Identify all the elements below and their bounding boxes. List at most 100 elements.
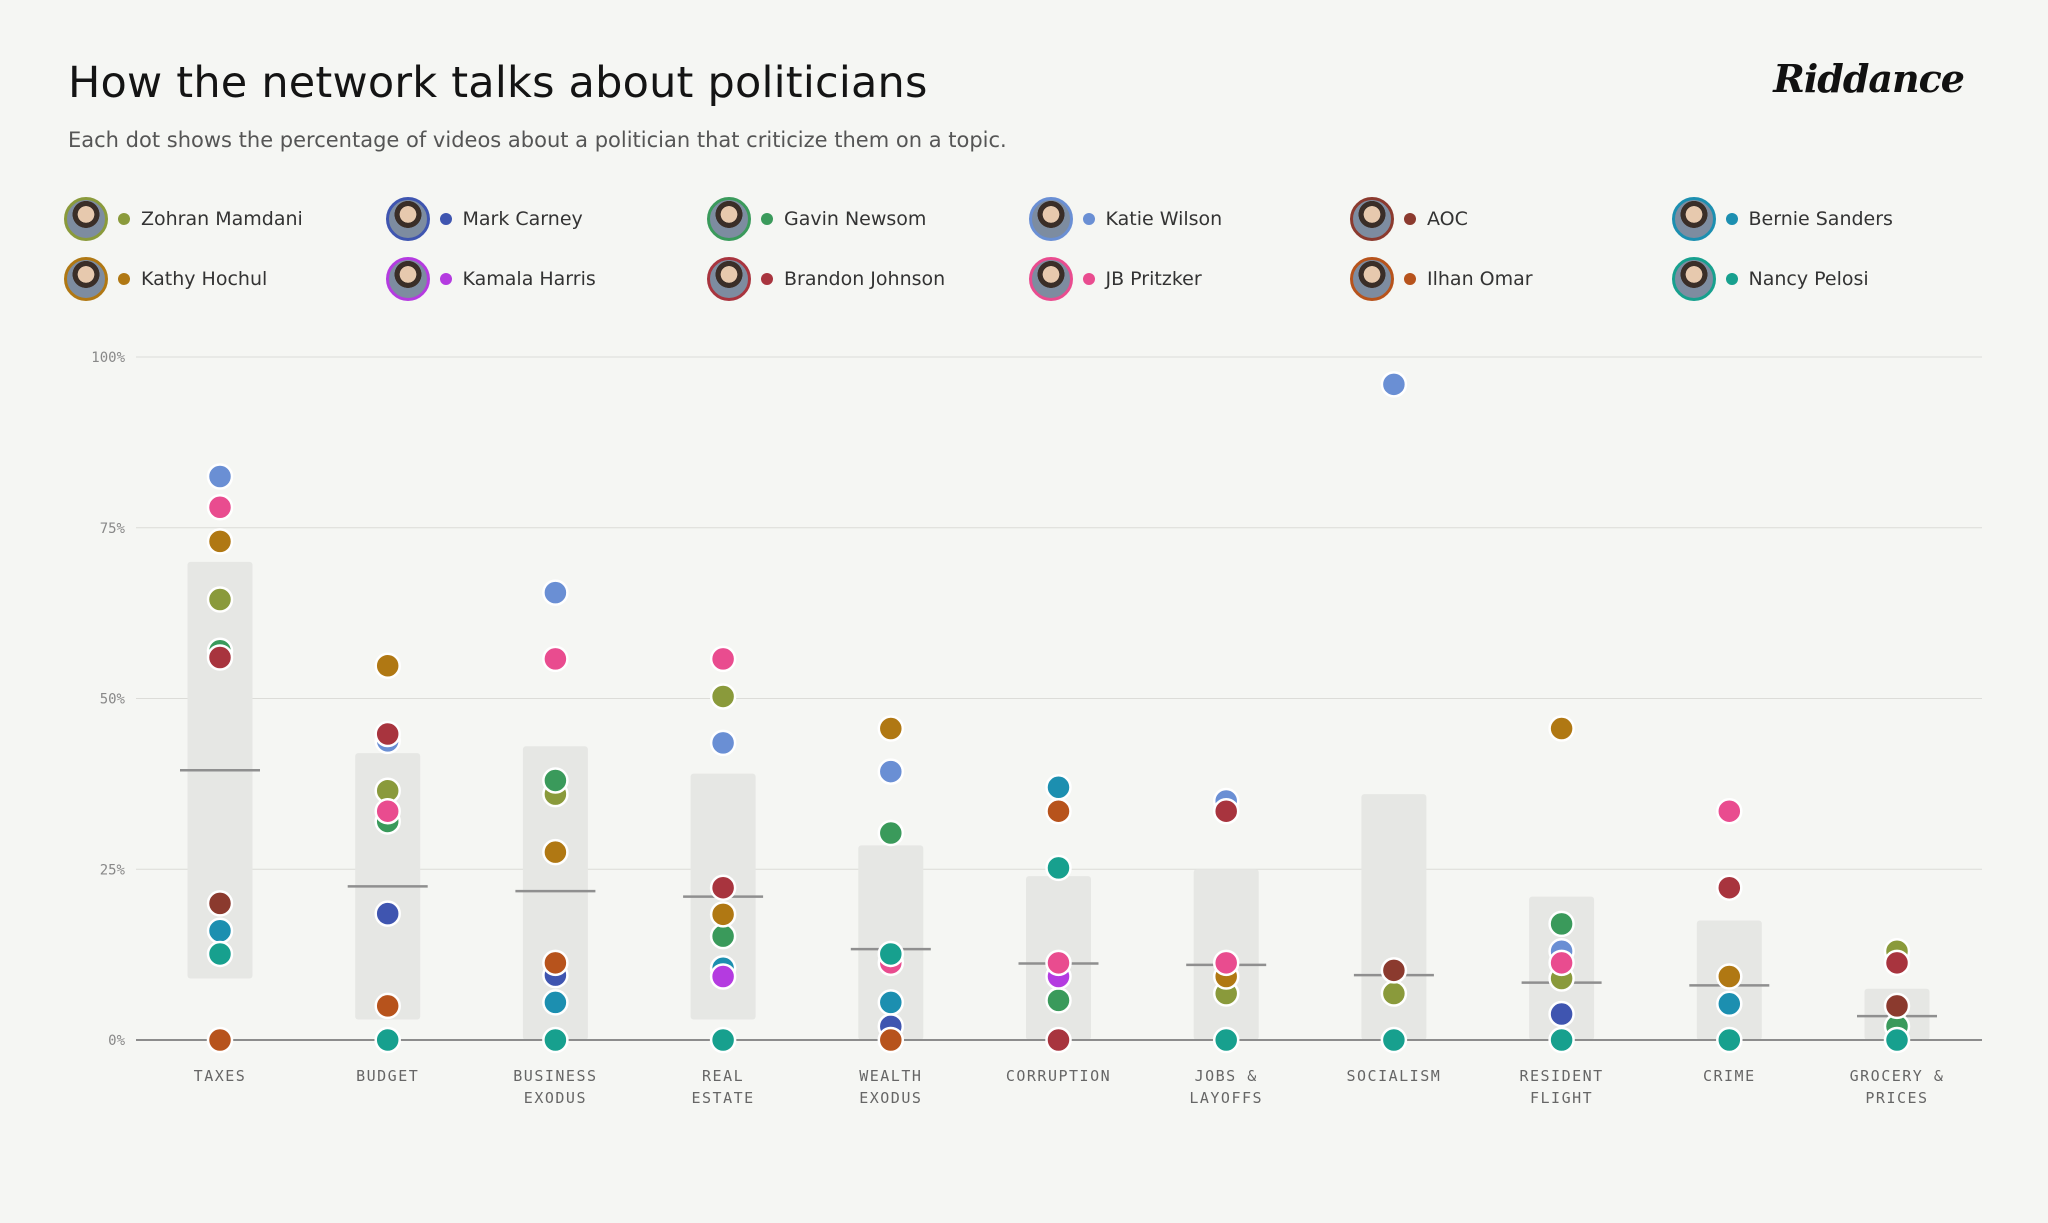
legend-item-zohran-mamdani[interactable]: Zohran Mamdani: [64, 196, 386, 242]
category-label: PRICES: [1865, 1089, 1928, 1107]
data-point-kathy-hochul: [542, 838, 569, 866]
avatar: [1028, 257, 1073, 301]
data-point-kathy-hochul: [877, 715, 905, 742]
data-point-jb-pritzker: [1212, 949, 1240, 977]
legend-swatch: [118, 213, 130, 225]
data-point-brandon-johnson: [709, 874, 737, 901]
data-point-gavin-newsom: [542, 767, 569, 794]
legend-item-gavin-newsom[interactable]: Gavin Newsom: [707, 196, 1029, 242]
data-point-bernie-sanders: [1716, 990, 1743, 1018]
category-label: RESIDENT: [1519, 1067, 1603, 1085]
data-point-nancy-pelosi: [1212, 1026, 1240, 1054]
data-point-jb-pritzker: [374, 797, 401, 825]
data-point-ilhan-omar: [877, 1026, 905, 1054]
data-point-katie-wilson: [709, 729, 737, 757]
legend-item-nancy-pelosi[interactable]: Nancy Pelosi: [1671, 256, 1994, 302]
legend: Zohran Mamdani Mark Carney Gavin Newsom Kat…: [64, 196, 2004, 302]
legend-swatch: [118, 273, 130, 285]
category-label: EXODUS: [524, 1089, 587, 1107]
data-point-bernie-sanders: [542, 989, 569, 1016]
category-label: CORRUPTION: [1006, 1067, 1111, 1085]
legend-item-jb-pritzker[interactable]: JB Pritzker: [1028, 256, 1351, 302]
y-tick-label: 25%: [100, 862, 126, 878]
legend-label: Ilhan Omar: [1427, 268, 1533, 290]
data-point-nancy-pelosi: [1716, 1026, 1743, 1054]
category-label: SOCIALISM: [1347, 1067, 1442, 1085]
category-label: WEALTH: [859, 1067, 922, 1085]
data-point-brandon-johnson: [1883, 949, 1911, 977]
data-point-jb-pritzker: [1716, 797, 1743, 825]
legend-label: Nancy Pelosi: [1748, 268, 1869, 290]
category-label: TAXES: [194, 1067, 247, 1085]
data-point-katie-wilson: [877, 758, 905, 785]
legend-item-mark-carney[interactable]: Mark Carney: [385, 196, 708, 242]
legend-item-aoc[interactable]: AOC: [1350, 196, 1672, 242]
avatar: [64, 197, 108, 241]
legend-label: Kathy Hochul: [141, 268, 268, 290]
legend-swatch: [1404, 213, 1416, 225]
data-point-gavin-newsom: [1045, 987, 1072, 1014]
legend-item-ilhan-omar[interactable]: Ilhan Omar: [1350, 256, 1672, 302]
avatar: [1350, 257, 1394, 301]
legend-label: Gavin Newsom: [784, 208, 927, 230]
legend-label: JB Pritzker: [1105, 268, 1202, 290]
legend-item-kathy-hochul[interactable]: Kathy Hochul: [64, 256, 386, 302]
avatar: [385, 197, 430, 241]
data-point-kathy-hochul: [1716, 963, 1743, 990]
data-point-kathy-hochul: [374, 652, 401, 679]
data-point-kamala-harris: [709, 963, 737, 990]
avatar: [385, 257, 430, 301]
legend-swatch: [1725, 273, 1738, 285]
data-point-ilhan-omar: [206, 1026, 234, 1054]
legend-label: Bernie Sanders: [1748, 208, 1893, 230]
legend-swatch: [1404, 273, 1416, 285]
legend-swatch: [761, 273, 773, 285]
avatar: [64, 257, 108, 301]
legend-item-katie-wilson[interactable]: Katie Wilson: [1028, 196, 1351, 242]
data-point-ilhan-omar: [1045, 797, 1072, 825]
data-point-gavin-newsom: [709, 922, 737, 950]
data-point-kathy-hochul: [1548, 715, 1575, 742]
data-point-zohran-mamdani: [206, 586, 234, 613]
data-point-aoc: [1883, 992, 1911, 1020]
category-label: BUSINESS: [513, 1067, 597, 1085]
data-point-nancy-pelosi: [374, 1026, 401, 1054]
y-tick-label: 75%: [100, 521, 126, 537]
data-point-nancy-pelosi: [1548, 1026, 1575, 1054]
legend-label: Mark Carney: [462, 208, 583, 230]
legend-item-kamala-harris[interactable]: Kamala Harris: [385, 256, 708, 302]
legend-label: AOC: [1427, 208, 1468, 230]
data-point-brandon-johnson: [1212, 797, 1240, 825]
legend-swatch: [1082, 273, 1095, 285]
data-point-nancy-pelosi: [877, 940, 905, 968]
data-point-nancy-pelosi: [1380, 1026, 1408, 1054]
data-point-katie-wilson: [1380, 371, 1408, 398]
data-point-brandon-johnson: [1045, 1026, 1072, 1054]
data-point-kathy-hochul: [206, 528, 234, 555]
data-point-kathy-hochul: [709, 901, 737, 928]
avatar: [707, 197, 751, 241]
avatar: [1350, 197, 1394, 241]
category-label: ESTATE: [692, 1089, 755, 1107]
legend-item-brandon-johnson[interactable]: Brandon Johnson: [707, 256, 1029, 302]
legend-item-bernie-sanders[interactable]: Bernie Sanders: [1671, 196, 1994, 242]
legend-swatch: [439, 273, 452, 285]
brand-logo: Riddance: [1773, 56, 1965, 101]
data-point-nancy-pelosi: [542, 1026, 569, 1054]
data-point-gavin-newsom: [1548, 910, 1575, 938]
data-point-zohran-mamdani: [1380, 980, 1408, 1007]
legend-label: Zohran Mamdani: [141, 208, 303, 230]
category-label: REAL: [702, 1067, 744, 1085]
page-title: How the network talks about politicians: [68, 58, 928, 108]
data-point-ilhan-omar: [374, 992, 401, 1020]
data-point-aoc: [206, 890, 234, 917]
data-point-mark-carney: [374, 900, 401, 927]
page-subtitle: Each dot shows the percentage of videos …: [68, 128, 1007, 152]
data-point-katie-wilson: [542, 579, 569, 606]
y-tick-label: 0%: [108, 1033, 125, 1049]
data-point-nancy-pelosi: [1883, 1026, 1911, 1054]
data-point-bernie-sanders: [206, 917, 234, 944]
legend-swatch: [761, 213, 773, 225]
data-point-jb-pritzker: [1548, 949, 1575, 977]
data-point-katie-wilson: [206, 463, 234, 490]
